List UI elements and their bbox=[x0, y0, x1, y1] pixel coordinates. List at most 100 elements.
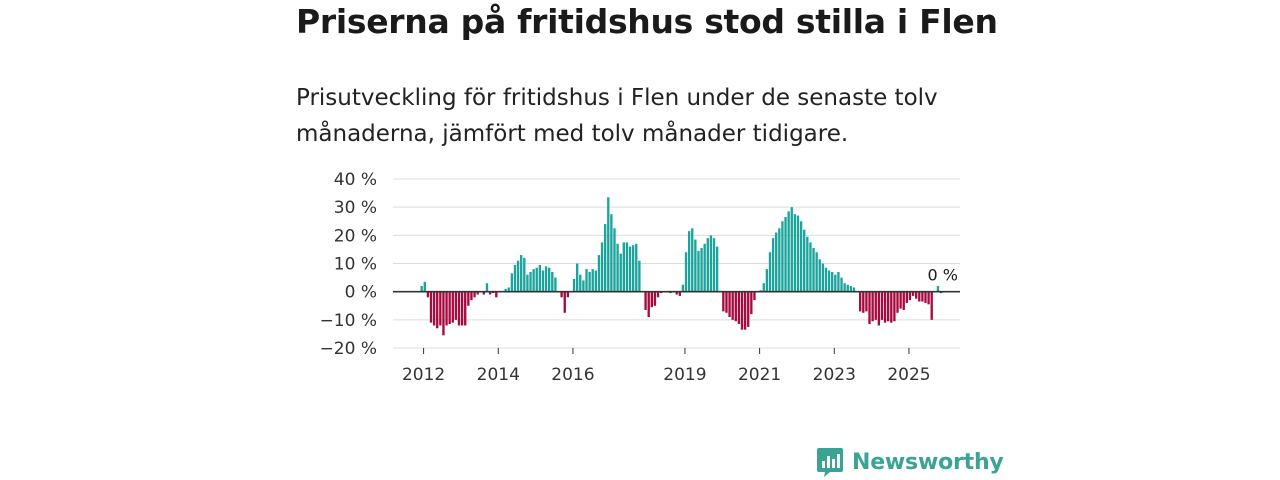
bar bbox=[793, 214, 797, 292]
bar bbox=[911, 291, 915, 296]
bar bbox=[572, 278, 576, 292]
bar bbox=[566, 291, 570, 298]
bar bbox=[868, 291, 871, 325]
y-tick-label: 40 % bbox=[334, 170, 377, 190]
y-tick-label: −10 % bbox=[320, 311, 377, 331]
bar bbox=[834, 274, 837, 292]
bar bbox=[722, 291, 725, 312]
bar bbox=[560, 291, 563, 298]
latest-value-annotation: 0 % bbox=[928, 266, 958, 285]
bar bbox=[554, 277, 557, 292]
bar bbox=[423, 281, 426, 292]
bar bbox=[675, 291, 678, 295]
bar bbox=[737, 291, 741, 325]
bar bbox=[619, 253, 622, 292]
bar bbox=[532, 269, 535, 292]
bar bbox=[436, 291, 439, 329]
bar bbox=[859, 291, 862, 312]
bar bbox=[538, 264, 542, 292]
bar bbox=[743, 291, 747, 330]
bar bbox=[448, 291, 451, 325]
bar bbox=[442, 291, 445, 336]
bar bbox=[638, 260, 641, 292]
gridlines bbox=[393, 178, 960, 349]
bar bbox=[628, 246, 632, 292]
bar bbox=[784, 217, 787, 292]
bar bbox=[457, 291, 461, 326]
bar bbox=[775, 232, 778, 292]
bar bbox=[576, 263, 579, 292]
bar bbox=[849, 286, 853, 292]
bar bbox=[526, 274, 529, 292]
bar bbox=[700, 248, 703, 292]
bar bbox=[840, 277, 843, 292]
bar bbox=[762, 283, 765, 292]
bar bbox=[510, 273, 514, 292]
bar bbox=[631, 245, 635, 292]
bar bbox=[563, 291, 566, 313]
bar bbox=[687, 231, 691, 292]
bar bbox=[473, 291, 476, 298]
bar bbox=[451, 291, 454, 323]
bar bbox=[591, 269, 594, 292]
bar bbox=[902, 291, 905, 310]
bar bbox=[579, 274, 582, 292]
bar bbox=[871, 291, 874, 322]
bar bbox=[420, 286, 423, 292]
bar bbox=[880, 291, 884, 320]
bar bbox=[529, 271, 532, 292]
bar bbox=[597, 255, 601, 292]
bar bbox=[831, 271, 834, 292]
bar bbox=[464, 291, 467, 326]
bar bbox=[936, 286, 940, 292]
bar bbox=[541, 270, 545, 292]
bar bbox=[930, 291, 933, 320]
bar bbox=[787, 211, 790, 292]
bar bbox=[768, 252, 772, 292]
bar bbox=[694, 239, 697, 292]
bar bbox=[600, 242, 604, 292]
bar bbox=[588, 271, 591, 292]
bar bbox=[653, 291, 657, 306]
bar bbox=[846, 284, 849, 292]
bar bbox=[635, 243, 638, 292]
brand-name: Newsworthy bbox=[852, 449, 1004, 475]
bar bbox=[429, 291, 433, 323]
bar bbox=[535, 267, 538, 292]
bar bbox=[697, 250, 700, 292]
bar bbox=[585, 269, 588, 292]
bar bbox=[765, 269, 769, 292]
bar bbox=[504, 288, 507, 292]
bar bbox=[865, 291, 868, 312]
x-tick-label: 2025 bbox=[887, 365, 930, 385]
bar bbox=[877, 291, 881, 326]
bar bbox=[684, 252, 688, 292]
bar bbox=[747, 291, 750, 327]
bar bbox=[523, 257, 526, 292]
bar bbox=[551, 271, 554, 292]
bar bbox=[426, 291, 430, 298]
bar bbox=[796, 215, 800, 292]
bar bbox=[488, 291, 492, 295]
bar bbox=[439, 291, 442, 326]
bar bbox=[771, 238, 775, 292]
x-tick-label: 2019 bbox=[663, 365, 706, 385]
bar bbox=[837, 271, 840, 292]
bar bbox=[470, 291, 473, 301]
x-tick-label: 2012 bbox=[402, 365, 445, 385]
bar bbox=[781, 221, 784, 292]
bar bbox=[815, 252, 818, 292]
bar bbox=[520, 255, 523, 292]
bar bbox=[728, 291, 731, 318]
bar bbox=[908, 291, 912, 301]
bar bbox=[790, 207, 793, 292]
bar bbox=[905, 291, 909, 303]
newsworthy-logo: Newsworthy bbox=[816, 446, 1004, 478]
bar bbox=[445, 291, 448, 326]
bar bbox=[616, 243, 619, 292]
bar bbox=[476, 291, 479, 295]
bar bbox=[806, 236, 809, 292]
bar bbox=[709, 235, 713, 292]
bar bbox=[918, 291, 921, 302]
bar bbox=[703, 243, 706, 292]
